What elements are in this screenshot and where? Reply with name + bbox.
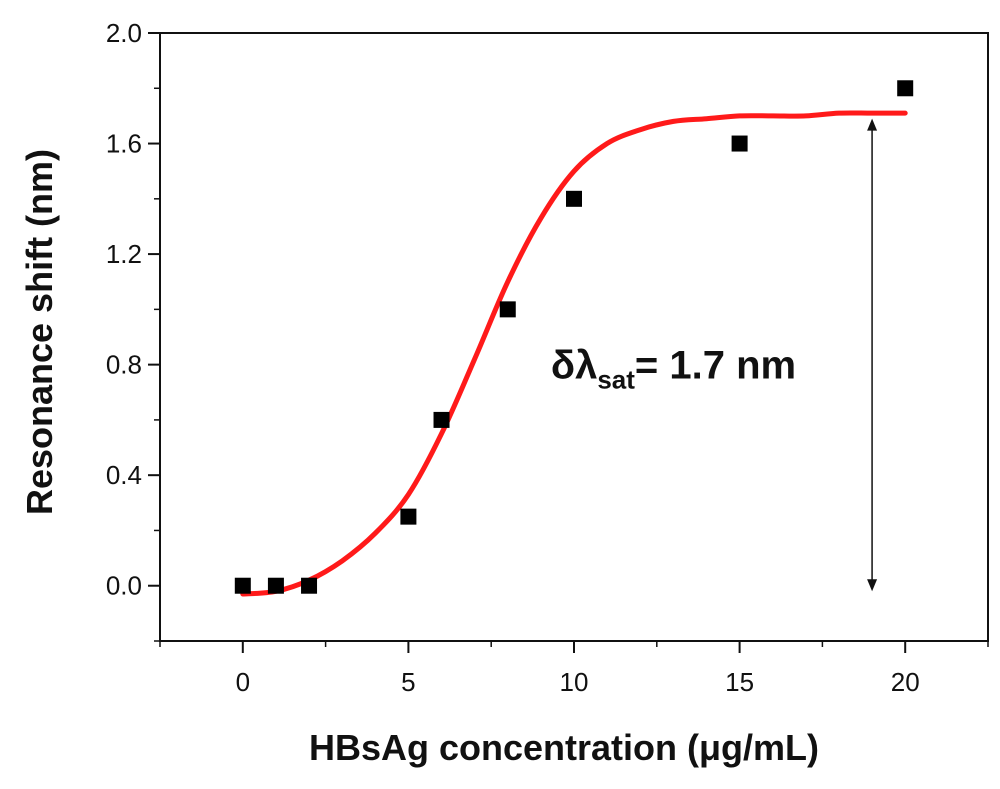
annotation-subscript: sat bbox=[597, 365, 635, 395]
x-tick-label: 10 bbox=[560, 667, 589, 697]
x-tick-label: 0 bbox=[236, 667, 250, 697]
annotation-value: = 1.7 nm bbox=[635, 344, 796, 388]
plot-frame bbox=[159, 32, 989, 642]
data-point bbox=[731, 135, 748, 152]
axis-ticks bbox=[148, 32, 989, 653]
saturation-arrow bbox=[867, 118, 878, 592]
tick-labels: 0 5 10 15 20 0.0 0.4 0.8 1.2 1.6 2.0 bbox=[106, 18, 920, 697]
arrow-head-down bbox=[867, 579, 878, 592]
fit-curve bbox=[240, 110, 908, 597]
y-tick-label: 0.4 bbox=[106, 460, 142, 490]
y-tick-label: 1.2 bbox=[106, 239, 142, 269]
x-tick-label: 5 bbox=[401, 667, 415, 697]
data-point bbox=[566, 190, 582, 207]
x-axis-label: HBsAg concentration (μg/mL) bbox=[309, 727, 819, 768]
data-point bbox=[400, 508, 417, 525]
y-tick-label: 0.0 bbox=[106, 571, 142, 601]
y-axis-label: Resonance shift (nm) bbox=[19, 149, 60, 515]
y-tick-label: 1.6 bbox=[106, 129, 142, 159]
data-point bbox=[234, 577, 251, 594]
y-tick-label: 0.8 bbox=[106, 350, 142, 380]
y-tick-label: 2.0 bbox=[106, 18, 142, 48]
data-point bbox=[301, 577, 318, 594]
data-point bbox=[897, 80, 914, 97]
saturation-annotation: δλsat= 1.7 nm bbox=[551, 344, 796, 395]
data-point bbox=[433, 411, 450, 428]
data-point bbox=[499, 301, 516, 318]
arrow-head-up bbox=[867, 118, 878, 131]
x-tick-label: 20 bbox=[891, 667, 920, 697]
data-points bbox=[234, 80, 914, 594]
annotation-symbol: δλ bbox=[551, 344, 598, 388]
x-tick-label: 15 bbox=[725, 667, 754, 697]
data-point bbox=[267, 577, 284, 594]
